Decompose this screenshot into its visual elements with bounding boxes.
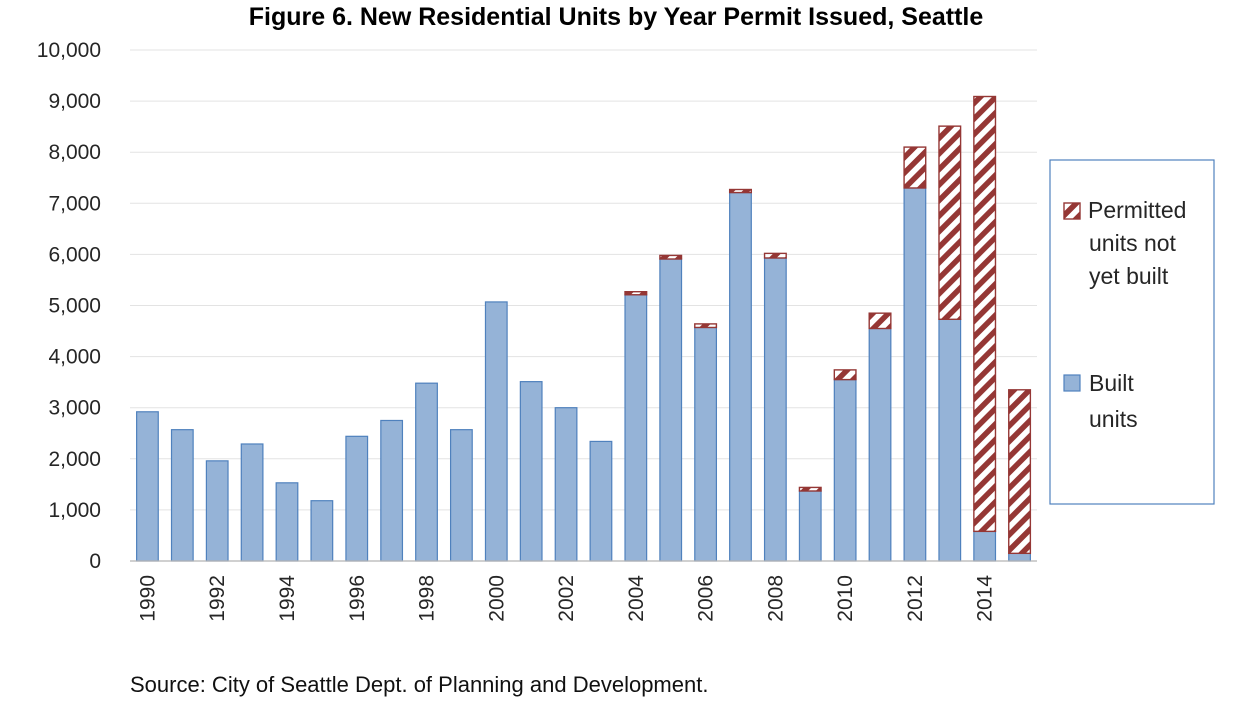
bar-built: [310, 500, 334, 562]
bar-built: [240, 443, 264, 562]
bar-built: [345, 435, 369, 562]
y-tick-label: 5,000: [48, 295, 101, 318]
y-tick-label: 7,000: [48, 192, 101, 215]
bar-permitted: [833, 369, 857, 381]
chart-title: Figure 6. New Residential Units by Year …: [249, 3, 984, 31]
bar-permitted: [763, 252, 787, 259]
x-tick-label: 1990: [136, 575, 159, 622]
legend-label-permitted: yet built: [1089, 263, 1169, 289]
y-tick-label: 2,000: [48, 448, 101, 471]
legend-label-permitted: units not: [1089, 230, 1177, 256]
bar-permitted: [694, 323, 718, 329]
y-tick-label: 8,000: [48, 141, 101, 164]
x-tick-label: 1994: [276, 575, 299, 622]
bar-permitted: [1008, 389, 1032, 555]
bar-permitted: [624, 291, 648, 296]
bar-built: [868, 327, 892, 562]
x-tick-label: 2004: [625, 575, 648, 622]
legend-label-built: Built: [1089, 370, 1134, 396]
source-note: Source: City of Seattle Dept. of Plannin…: [130, 672, 709, 697]
bar-built: [763, 257, 787, 562]
x-tick-label: 2000: [485, 575, 508, 622]
y-tick-label: 3,000: [48, 397, 101, 420]
y-tick-label: 9,000: [48, 90, 101, 113]
bar-built: [449, 429, 473, 562]
bar-built: [903, 187, 927, 562]
bar-built: [380, 419, 404, 562]
legend: Permitted units not yet built Built units: [1049, 159, 1215, 505]
bar-permitted: [659, 254, 683, 260]
bar-built: [170, 429, 194, 562]
gridlines: [130, 49, 1037, 511]
x-tick-label: 2002: [555, 575, 578, 622]
bar-built: [729, 191, 752, 562]
bar-built: [589, 440, 613, 562]
y-tick-label: 6,000: [48, 243, 101, 266]
bar-built: [205, 460, 229, 562]
bar-permitted: [973, 95, 997, 533]
legend-swatch-built: [1063, 374, 1081, 392]
bar-built: [833, 378, 857, 562]
x-tick-label: 2012: [904, 575, 927, 622]
y-tick-label: 10,000: [37, 39, 101, 62]
x-tick-label: 1996: [346, 575, 369, 622]
legend-swatch-permitted: [1063, 202, 1081, 220]
y-tick-label: 1,000: [48, 499, 101, 522]
bar-built: [484, 301, 508, 562]
bar-permitted: [903, 146, 927, 189]
bar-permitted: [728, 188, 752, 194]
bar-built: [519, 381, 543, 562]
x-tick-label: 2010: [834, 575, 857, 622]
bar-built: [798, 490, 822, 562]
legend-label-permitted: Permitted: [1088, 197, 1186, 223]
bars: [136, 95, 1032, 562]
x-tick-label: 2008: [764, 575, 787, 622]
bar-built: [136, 411, 159, 562]
axes: 0 1,000 2,000 3,000 4,000 5,000 6,000 7,000 8,00…: [37, 39, 1037, 622]
bar-built: [624, 294, 648, 562]
x-tick-label: 2006: [695, 575, 718, 622]
y-tick-label: 0: [89, 550, 101, 573]
bar-built: [938, 318, 962, 562]
x-tick-label: 1998: [416, 575, 439, 622]
bar-built: [694, 326, 718, 562]
bar-built: [659, 258, 683, 562]
x-tick-label: 2014: [974, 575, 997, 622]
bar-permitted: [798, 486, 822, 492]
y-tick-label: 4,000: [48, 346, 101, 369]
bar-built: [275, 482, 299, 562]
bar-permitted: [868, 312, 892, 330]
bar-built: [1008, 552, 1031, 562]
bar-built: [973, 530, 997, 562]
bar-permitted: [938, 125, 962, 320]
bar-built: [415, 382, 438, 562]
legend-label-built: units: [1089, 406, 1138, 432]
x-tick-label: 1992: [206, 575, 229, 622]
bar-built: [554, 407, 578, 562]
